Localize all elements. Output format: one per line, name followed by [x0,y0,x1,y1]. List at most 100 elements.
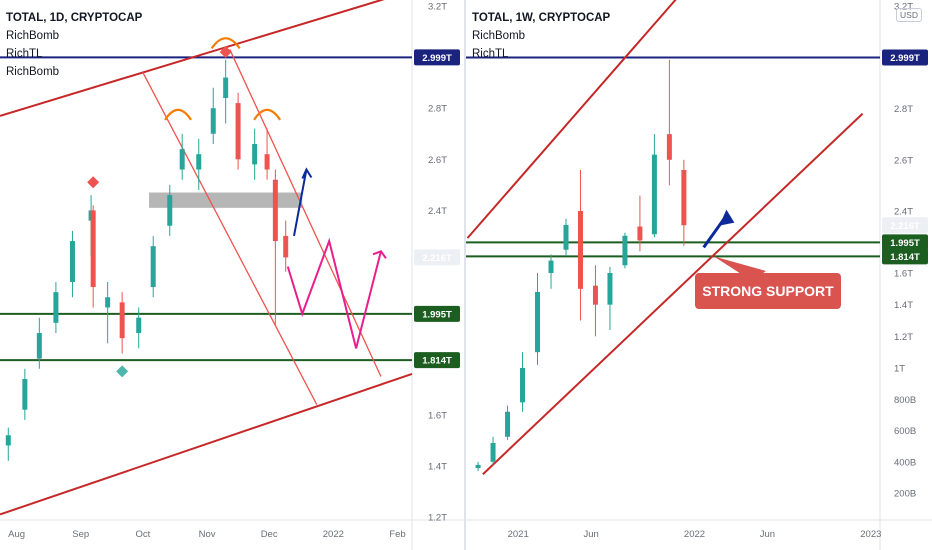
y-tick-label: 1.6T [428,410,447,421]
candle-body [150,246,156,288]
candle-body [167,195,173,226]
y-tick-label: 2.4T [428,206,447,217]
y-tick-label: 2.6T [428,155,447,166]
candle-body [272,179,278,242]
bearish-diamond-marker [219,45,232,58]
candle-body [637,226,643,241]
channel-upper-line [466,0,677,239]
price-label-badge [882,248,928,265]
price-label-badge [414,249,460,266]
candle-body [592,285,598,305]
candle-body [196,154,202,170]
candle-body [252,143,258,165]
bullish-arrow-head [719,209,735,226]
candle-body [548,260,554,273]
channel-lower-line [0,372,413,516]
price-label-text: 2.999T [422,53,452,64]
daily-chart-canvas[interactable]: 3.2T 2.8T 2.6T 2.4T 1.6T 1.4T 1.2T Aug Sep Oct Nov… [0,0,464,550]
indicator-label[interactable]: RichTL [6,48,43,60]
y-tick-label: 2.8T [428,104,447,115]
x-tick-label: 2023 [860,529,881,540]
y-tick-label: 2.4T [894,207,913,218]
candle-body [475,464,481,468]
candle-body [105,297,111,308]
candle-body [69,241,75,282]
y-tick-label: 3.2T [428,2,447,13]
y-tick-label: 1.2T [894,332,913,343]
x-tick-label: Dec [261,529,278,540]
candle-body [622,235,628,266]
y-tick-label: 200B [894,489,916,500]
y-tick-label: 1T [894,364,905,375]
y-tick-label: 2.6T [894,155,913,166]
x-tick-label: Jun [760,529,775,540]
x-tick-label: 2021 [508,529,529,540]
candle-body [490,443,496,462]
head-arc [210,37,241,49]
candle-body [119,302,125,339]
y-tick-label: 800B [894,395,916,406]
candle-body [577,211,583,289]
candle-body [666,134,672,160]
x-tick-label: Aug [8,529,25,540]
daily-chart-pane[interactable]: 3.2T 2.8T 2.6T 2.4T 1.6T 1.4T 1.2T Aug Sep Oct Nov… [0,0,466,550]
price-label-badge [882,49,928,66]
candle-body [223,77,229,98]
strong-support-callout [695,273,841,309]
channel-upper-line [0,0,385,117]
daily-chart-legend: TOTAL, 1D, CRYPTOCAP RichBomb RichTL Ric… [6,9,142,81]
candle-body [179,149,185,170]
x-tick-label: Feb [389,529,405,540]
candle-body [563,224,569,250]
price-label-badge [882,217,928,234]
currency-badge[interactable]: USD [896,8,922,22]
indicator-label[interactable]: RichBomb [6,30,60,42]
price-label-text: 2.216T [422,253,452,264]
x-tick-label: Sep [72,529,89,540]
candle-body [283,235,289,258]
x-tick-label: Oct [135,529,150,540]
price-label-badge [414,49,460,66]
price-label-text: 1.995T [422,309,452,320]
weekly-chart-canvas[interactable]: 3.2T 2.8T 2.6T 2.4T 1.6T 1.4T 1.2T 1T 800B 600B 40… [466,0,932,550]
strong-support-label: STRONG SUPPORT [702,283,834,299]
candle-body [136,317,142,334]
projected-path-arrowhead [372,250,387,259]
x-tick-label: Jun [583,529,598,540]
y-tick-label: 600B [894,426,916,437]
y-tick-label: 3.2T [894,2,913,13]
indicator-label[interactable]: RichBomb [472,30,526,42]
candle-body [520,368,526,403]
y-tick-label: 2.8T [894,104,913,115]
candle-body [5,435,11,446]
projected-path-zigzag [286,237,382,349]
descending-channel-line [229,49,382,377]
right-shoulder-arc [253,108,281,121]
y-tick-label: 1.4T [428,461,447,472]
price-label-text: 1.995T [890,238,920,249]
candle-body [210,108,216,134]
left-shoulder-arc [164,108,192,121]
candle-body [36,333,42,359]
candle-body [235,103,241,160]
indicator-label[interactable]: RichTL [472,48,509,60]
indicator-label[interactable]: RichBomb [6,66,60,78]
y-tick-label: 400B [894,457,916,468]
weekly-chart-title: TOTAL, 1W, CRYPTOCAP [472,12,611,24]
candle-body [505,411,511,437]
channel-lower-line [482,112,864,475]
bullish-diamond-marker [116,365,129,378]
candle-body [607,273,613,305]
price-label-badge [882,234,928,251]
weekly-chart-legend: TOTAL, 1W, CRYPTOCAP RichBomb RichTL [472,9,610,63]
price-label-badge [414,305,460,322]
candle-body [534,292,540,353]
candle-body [651,154,657,235]
candle-body [264,154,270,170]
x-tick-label: Nov [199,529,216,540]
bullish-arrow-line [293,169,308,237]
x-tick-label: 2022 [684,529,705,540]
bullish-arrow-head [301,167,313,179]
candle-body [90,210,96,288]
weekly-chart-pane[interactable]: 3.2T 2.8T 2.6T 2.4T 1.6T 1.4T 1.2T 1T 800B 600B 40… [466,0,932,550]
